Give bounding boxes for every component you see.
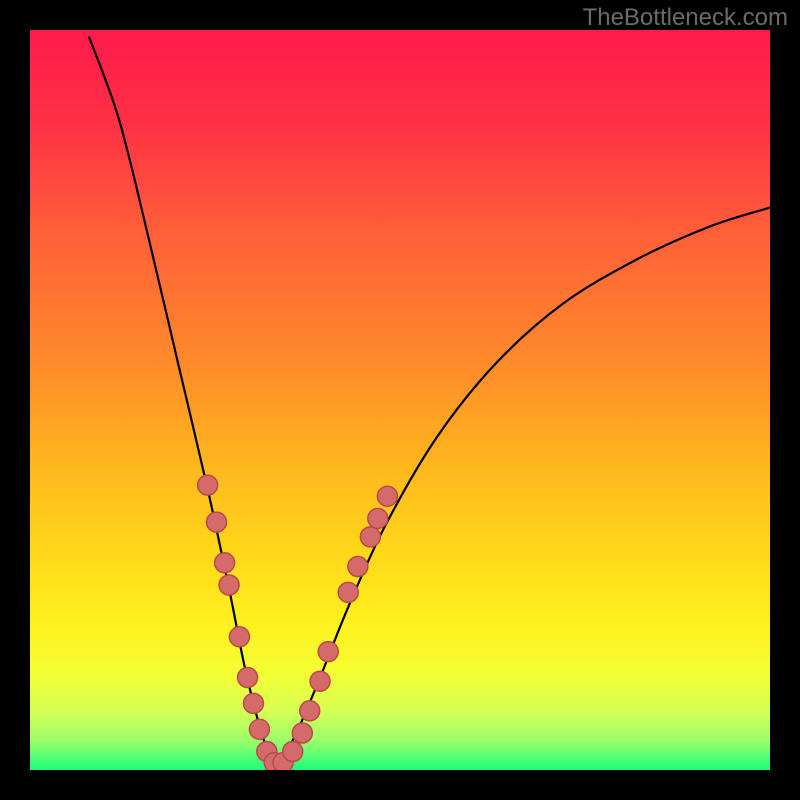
data-dot (206, 512, 226, 532)
data-dot (300, 701, 320, 721)
data-dot (377, 486, 397, 506)
data-dot (238, 668, 258, 688)
data-dot (310, 671, 330, 691)
data-dot (292, 723, 312, 743)
data-dot (368, 508, 388, 528)
data-dot (360, 527, 380, 547)
gradient-panel (30, 30, 770, 770)
data-dot (243, 693, 263, 713)
data-dot (229, 627, 249, 647)
data-dot (318, 642, 338, 662)
data-dot (219, 575, 239, 595)
data-dot (283, 742, 303, 762)
data-dot (348, 557, 368, 577)
data-dot (198, 475, 218, 495)
data-dot (338, 582, 358, 602)
chart-root: TheBottleneck.com (0, 0, 800, 800)
chart-svg (0, 0, 800, 800)
data-dot (215, 553, 235, 573)
data-dot (249, 719, 269, 739)
